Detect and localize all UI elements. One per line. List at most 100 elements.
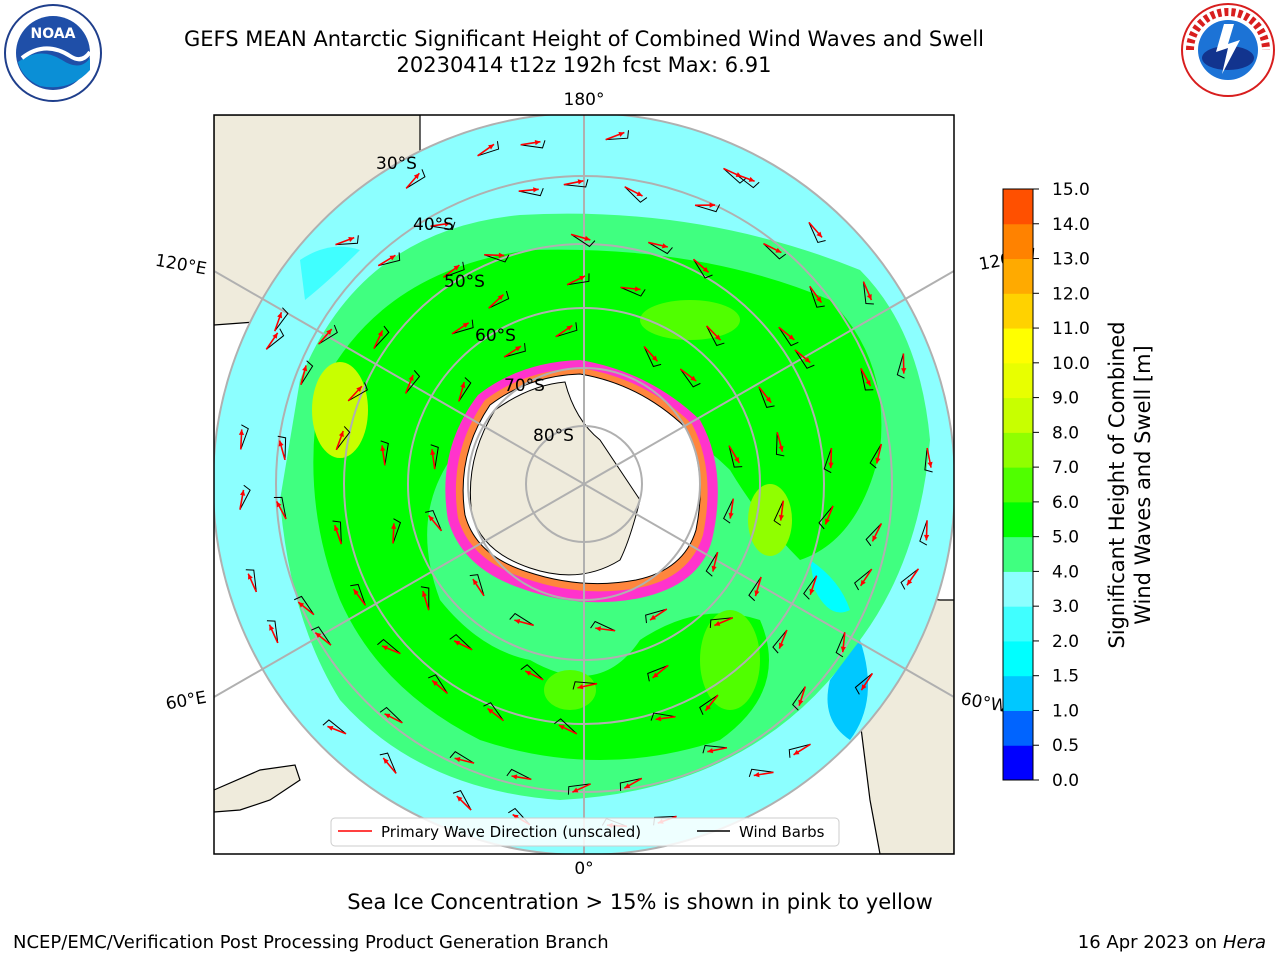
wind-barb xyxy=(679,368,701,388)
colorbar-ticks: 0.0 0.5 1.0 1.5 2.0 3.0 4.0 5.0 6.0 7.0 8.0 9.0 10.0… xyxy=(1033,180,1090,791)
wind-barb xyxy=(647,664,669,682)
wave-arrow-head xyxy=(652,672,659,678)
wave-arrow-head xyxy=(408,374,414,381)
wind-barb xyxy=(823,447,832,474)
wind-barb xyxy=(469,574,485,596)
wave-arrow-head xyxy=(454,757,461,763)
wind-barb xyxy=(449,751,475,764)
footer-date-text: 16 Apr 2023 on xyxy=(1077,932,1223,953)
wind-barb xyxy=(619,777,642,792)
wave-arrow-head xyxy=(711,565,717,572)
chart-subtitle: 20230414 t12z 192h fcst Max: 6.91 xyxy=(396,53,772,77)
wave-arrow-head xyxy=(748,176,755,182)
wind-barb xyxy=(709,617,733,628)
wind-barb xyxy=(854,568,872,591)
wave-arrow-head xyxy=(753,772,760,778)
colorbar-tick-label: 3.0 xyxy=(1052,597,1079,617)
colorbar-block xyxy=(1003,432,1033,468)
wind-barb xyxy=(788,743,811,758)
colorbar-tick-label: 9.0 xyxy=(1052,389,1079,409)
wave-arrow-head xyxy=(765,396,772,403)
wave-arrow-head xyxy=(238,429,245,435)
wind-barb xyxy=(504,343,526,358)
wave-arrow-head xyxy=(825,518,830,525)
wave-arrow-head xyxy=(497,294,504,301)
wind-barb xyxy=(273,496,287,520)
wind-barb xyxy=(379,706,403,724)
wave-arrow-head xyxy=(315,632,322,638)
wave-arrow-head xyxy=(302,365,308,372)
wave-arrow-head xyxy=(334,525,339,532)
wind-barb xyxy=(643,346,662,368)
wind-barb xyxy=(425,509,442,531)
wind-barb xyxy=(778,327,799,347)
nws-logo xyxy=(1181,3,1275,97)
colorbar-blocks xyxy=(1003,189,1033,781)
wave-arrow-head xyxy=(860,579,866,586)
wind-barb xyxy=(373,325,390,349)
wind-barb xyxy=(735,173,760,189)
lat-label-60s: 60°S xyxy=(475,326,516,346)
wind-barb xyxy=(773,500,784,526)
wave-arrow-head xyxy=(865,379,871,386)
legend-barb-label: Wind Barbs xyxy=(739,823,825,841)
wave-arrow-head xyxy=(377,330,383,337)
footer-date: 16 Apr 2023 on Hera xyxy=(1078,932,1266,953)
wind-barb xyxy=(570,233,596,248)
wind-barb xyxy=(322,719,347,735)
wind-barb xyxy=(347,382,368,402)
wind-barb xyxy=(869,443,882,469)
colorbar-block xyxy=(1003,328,1033,364)
wind-barb xyxy=(835,632,846,658)
wave-arrow-head xyxy=(793,749,800,755)
colorbar-tick-label: 6.0 xyxy=(1052,493,1079,513)
wind-barb xyxy=(239,484,251,510)
wind-barb xyxy=(277,435,287,460)
wind-barb xyxy=(723,168,747,184)
wave-arrow-head xyxy=(511,774,518,780)
wave-arrow-head xyxy=(775,247,782,253)
wave-arrow-head xyxy=(558,725,565,730)
wave-arrow-head xyxy=(326,329,332,335)
wave-arrow-head xyxy=(872,535,878,542)
lon-label-180: 180° xyxy=(564,90,605,110)
wave-arrow-head xyxy=(432,680,439,686)
wind-barb xyxy=(748,768,774,778)
wave-arrow-head xyxy=(927,461,933,468)
wind-barb xyxy=(483,702,504,721)
wave-arrow-head xyxy=(391,523,397,529)
legend-wave-label: Primary Wave Direction (unscaled) xyxy=(381,823,641,841)
wind-barb xyxy=(605,130,629,141)
wave-arrow-head xyxy=(298,602,305,608)
wave-arrow-head xyxy=(579,275,586,281)
colorbar-block xyxy=(1003,223,1033,260)
wave-arrow-head xyxy=(690,375,697,382)
wind-barb xyxy=(420,586,430,611)
colorbar-frame xyxy=(1002,188,1034,781)
colorbar-tick-label: 12.0 xyxy=(1052,284,1090,304)
wind-barb xyxy=(484,254,510,263)
colorbar-block xyxy=(1003,745,1033,781)
wind-barb xyxy=(694,204,721,213)
wind-barb xyxy=(430,444,439,470)
wind-barb xyxy=(335,235,359,246)
wave-arrow-head xyxy=(714,621,721,626)
wind-barb xyxy=(763,243,787,260)
wind-barb xyxy=(809,286,825,308)
wave-arrow-head xyxy=(278,440,284,447)
colorbar-tick-label: 7.0 xyxy=(1052,458,1079,478)
wind-barb xyxy=(775,432,785,457)
antarctica xyxy=(445,360,718,603)
wave-arrow-head xyxy=(577,179,584,185)
colorbar-tick-label: 0.5 xyxy=(1052,736,1079,756)
wave-arrow-head xyxy=(421,590,427,597)
wind-barb xyxy=(240,424,249,450)
wave-arrow-head xyxy=(754,590,760,597)
wind-barb xyxy=(624,186,648,203)
colorbar-block xyxy=(1003,189,1033,225)
colorbar-tick-label: 15.0 xyxy=(1052,180,1090,200)
wave-arrow-head xyxy=(515,346,521,352)
wind-barb xyxy=(706,325,725,347)
wind-barb xyxy=(430,221,456,231)
